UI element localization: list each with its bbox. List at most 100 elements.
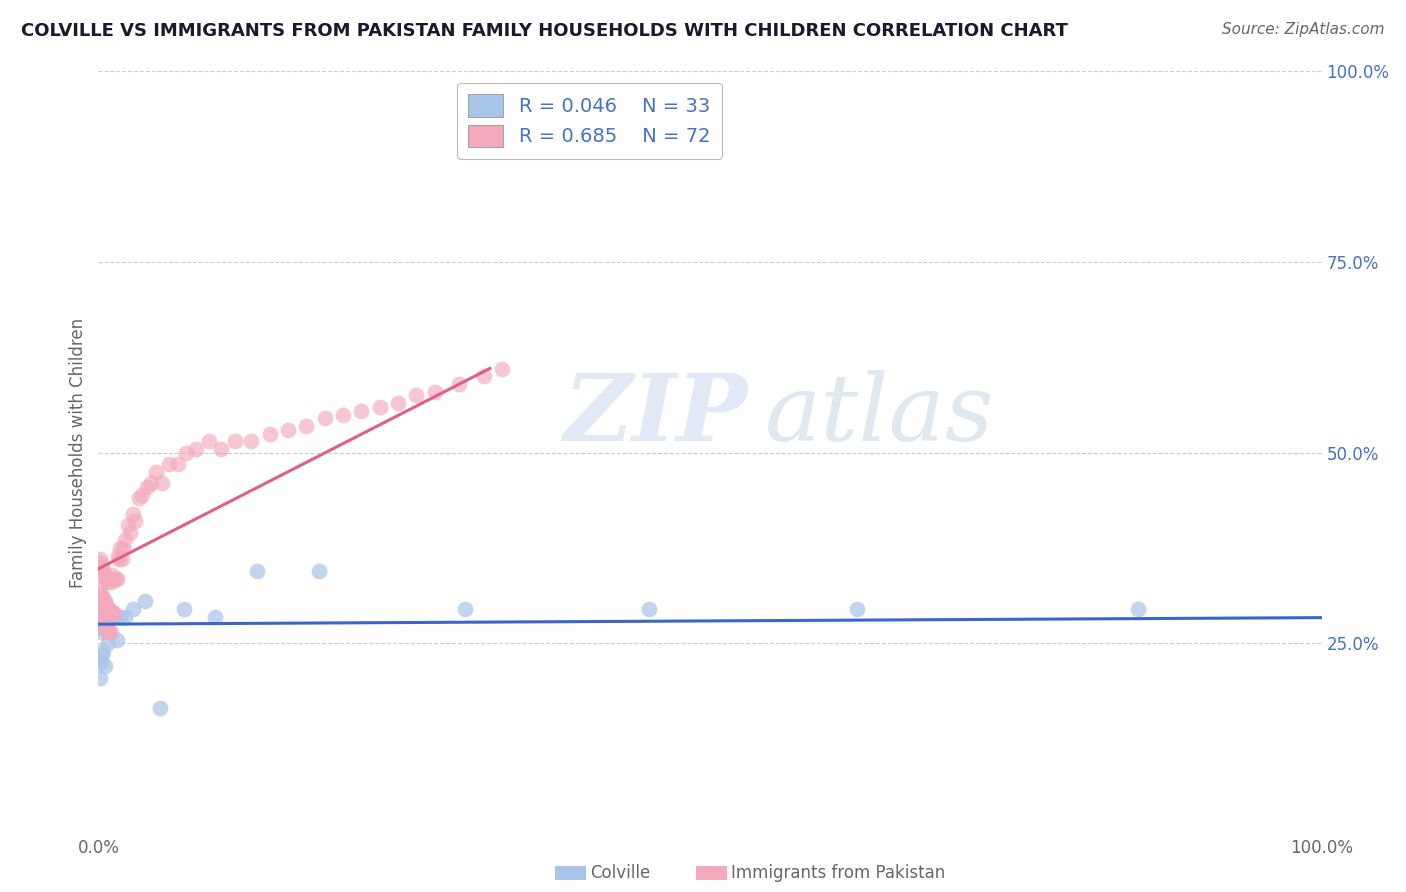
Point [90, 656, 112, 670]
Point [105, 632, 128, 647]
Point [104, 572, 127, 586]
Point [91, 648, 114, 662]
Point [101, 606, 124, 620]
Point [186, 442, 208, 456]
Point [101, 609, 124, 624]
Point [100, 575, 122, 590]
Point [90, 602, 112, 616]
Text: Immigrants from Pakistan: Immigrants from Pakistan [731, 864, 945, 882]
Text: ZIP: ZIP [564, 369, 748, 459]
Point [145, 465, 167, 479]
Point [96, 621, 118, 635]
Point [100, 609, 122, 624]
Point [197, 434, 219, 449]
Point [89, 579, 111, 593]
Point [209, 442, 232, 456]
Point [90, 556, 112, 570]
Point [91, 591, 114, 605]
Point [176, 445, 198, 460]
Text: atlas: atlas [765, 369, 994, 459]
Point [89, 671, 111, 685]
Point [100, 624, 122, 639]
Point [96, 602, 118, 616]
Point [94, 598, 117, 612]
Point [101, 567, 124, 582]
Point [91, 560, 114, 574]
Point [93, 617, 115, 632]
Point [105, 572, 128, 586]
Point [90, 609, 112, 624]
Point [93, 567, 115, 582]
Point [240, 434, 263, 449]
Point [224, 434, 246, 449]
Point [89, 606, 111, 620]
Point [150, 476, 173, 491]
Point [90, 587, 112, 601]
Point [111, 541, 134, 555]
Point [98, 609, 121, 624]
Point [308, 564, 330, 578]
Point [124, 514, 146, 528]
Point [108, 552, 131, 566]
Point [91, 591, 114, 605]
Text: Colville: Colville [591, 864, 651, 882]
Point [637, 602, 661, 616]
Point [120, 525, 142, 540]
Point [91, 621, 114, 635]
Point [449, 377, 471, 392]
Point [91, 564, 114, 578]
Point [845, 602, 868, 616]
Point [97, 636, 120, 650]
Point [117, 518, 139, 533]
Point [103, 606, 125, 620]
Point [90, 624, 112, 639]
Point [134, 594, 156, 608]
Point [97, 624, 120, 639]
Point [121, 507, 143, 521]
Point [204, 609, 226, 624]
Point [91, 614, 114, 628]
Point [405, 388, 427, 402]
Point [173, 602, 195, 616]
Point [91, 602, 114, 616]
Point [100, 606, 122, 620]
Point [94, 621, 117, 635]
Point [277, 423, 299, 437]
Point [101, 606, 124, 620]
Text: COLVILLE VS IMMIGRANTS FROM PAKISTAN FAMILY HOUSEHOLDS WITH CHILDREN CORRELATION: COLVILLE VS IMMIGRANTS FROM PAKISTAN FAM… [21, 22, 1069, 40]
Point [332, 408, 354, 422]
Text: Source: ZipAtlas.com: Source: ZipAtlas.com [1222, 22, 1385, 37]
Point [139, 476, 162, 491]
Point [259, 426, 281, 441]
Point [167, 457, 190, 471]
Legend: R = 0.046    N = 33, R = 0.685    N = 72: R = 0.046 N = 33, R = 0.685 N = 72 [457, 83, 723, 159]
Point [101, 572, 124, 586]
Point [114, 533, 136, 548]
Point [295, 419, 318, 434]
Point [98, 624, 121, 639]
Point [93, 659, 115, 673]
Point [472, 369, 495, 384]
Point [110, 541, 132, 555]
Point [350, 403, 373, 417]
Point [89, 552, 111, 566]
Point [91, 606, 114, 620]
Point [1128, 602, 1150, 616]
Point [103, 609, 125, 624]
Point [91, 644, 114, 658]
Y-axis label: Family Households with Children: Family Households with Children [69, 318, 87, 588]
Point [246, 564, 269, 578]
Point [157, 457, 180, 471]
Point [97, 602, 120, 616]
Point [454, 602, 477, 616]
Point [94, 572, 117, 586]
Point [98, 602, 121, 616]
Point [89, 609, 111, 624]
Point [114, 609, 136, 624]
Point [314, 411, 336, 425]
Point [91, 617, 114, 632]
Point [128, 491, 150, 506]
Point [368, 400, 391, 414]
Point [136, 480, 159, 494]
Point [423, 384, 446, 399]
